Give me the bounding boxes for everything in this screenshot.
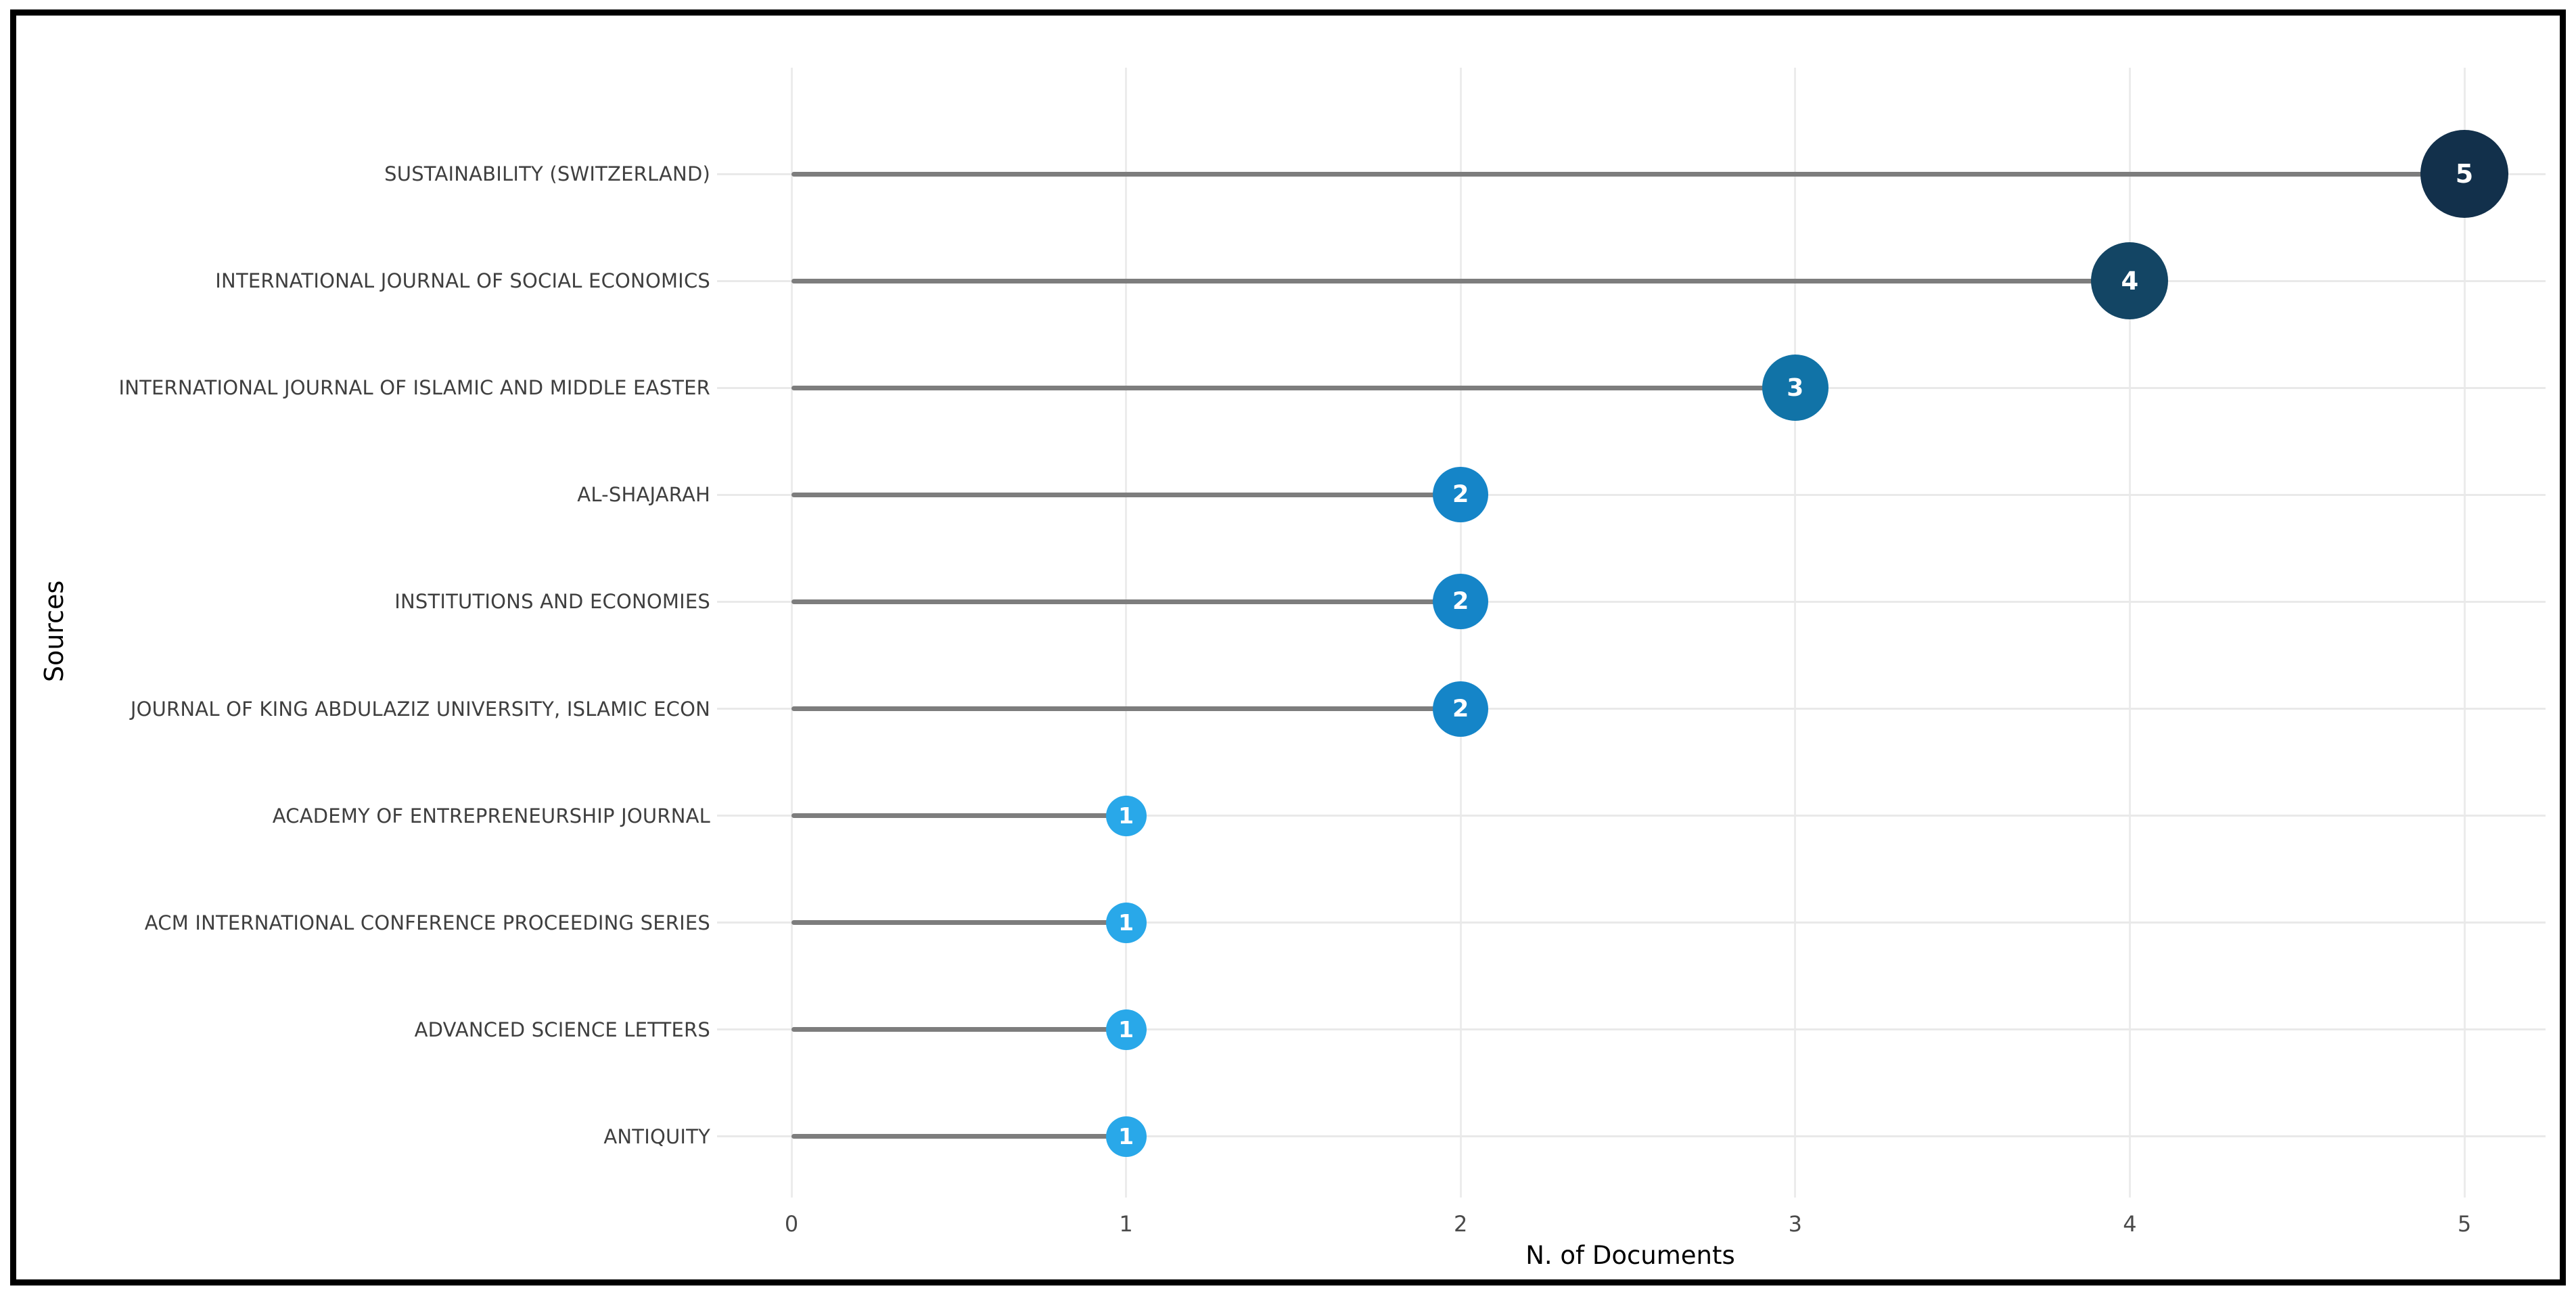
x-gridline <box>790 68 793 1198</box>
lollipop-stem <box>791 813 1126 819</box>
bubble-value-label: 2 <box>1452 588 1469 616</box>
row-gridline <box>717 493 2546 496</box>
data-point-bubble: 1 <box>1105 902 1147 943</box>
lollipop-stem <box>791 706 1461 711</box>
category-label: ANTIQUITY <box>603 1124 710 1148</box>
row-gridline <box>717 1135 2546 1138</box>
bubble-value-label: 4 <box>2121 266 2139 296</box>
category-label: ACADEMY OF ENTREPRENEURSHIP JOURNAL <box>272 804 710 827</box>
data-point-bubble: 2 <box>1433 681 1489 737</box>
x-tick-label: 5 <box>2457 1211 2472 1237</box>
data-point-bubble: 5 <box>2420 130 2508 218</box>
data-point-bubble: 2 <box>1433 574 1489 630</box>
data-point-bubble: 1 <box>1105 795 1147 836</box>
chart-border-frame <box>10 9 2566 1285</box>
lollipop-stem <box>791 385 1795 390</box>
data-point-bubble: 4 <box>2091 242 2169 320</box>
x-gridline <box>2463 68 2466 1198</box>
y-axis-title: Sources <box>39 580 69 683</box>
row-gridline <box>717 815 2546 817</box>
x-gridline <box>2128 68 2131 1198</box>
lollipop-stem <box>791 1027 1126 1032</box>
lollipop-stem <box>791 1134 1126 1139</box>
data-point-bubble: 3 <box>1762 355 1828 422</box>
data-point-bubble: 1 <box>1105 1116 1147 1157</box>
x-tick-label: 4 <box>2123 1211 2137 1237</box>
category-label: SUSTAINABILITY (SWITZERLAND) <box>384 162 710 185</box>
bubble-value-label: 3 <box>1787 373 1804 402</box>
category-label: INTERNATIONAL JOURNAL OF SOCIAL ECONOMIC… <box>215 269 710 293</box>
x-axis-title: N. of Documents <box>1525 1241 1735 1270</box>
x-tick-label: 3 <box>1788 1211 1802 1237</box>
x-tick-label: 2 <box>1454 1211 1468 1237</box>
lollipop-stem <box>791 920 1126 926</box>
bubble-value-label: 1 <box>1118 909 1134 936</box>
bubble-value-label: 1 <box>1118 1016 1134 1043</box>
lollipop-stem <box>791 278 2130 283</box>
x-gridline <box>1459 68 1462 1198</box>
category-label: ACM INTERNATIONAL CONFERENCE PROCEEDING … <box>144 911 710 934</box>
category-label: INTERNATIONAL JOURNAL OF ISLAMIC AND MID… <box>118 376 710 400</box>
row-gridline <box>717 708 2546 710</box>
bubble-value-label: 2 <box>1452 695 1469 723</box>
category-label: AL-SHAJARAH <box>577 483 710 507</box>
bubble-value-label: 1 <box>1118 1123 1134 1150</box>
row-gridline <box>717 1028 2546 1031</box>
row-gridline <box>717 600 2546 603</box>
x-tick-label: 0 <box>784 1211 799 1237</box>
row-gridline <box>717 921 2546 924</box>
bubble-value-label: 5 <box>2455 159 2474 189</box>
category-label: ADVANCED SCIENCE LETTERS <box>414 1018 710 1041</box>
lollipop-stem <box>791 492 1461 497</box>
x-tick-label: 1 <box>1119 1211 1133 1237</box>
bubble-value-label: 1 <box>1118 802 1134 829</box>
x-gridline <box>1125 68 1128 1198</box>
data-point-bubble: 1 <box>1105 1009 1147 1050</box>
lollipop-stem <box>791 171 2464 177</box>
lollipop-stem <box>791 599 1461 604</box>
data-point-bubble: 2 <box>1433 467 1489 523</box>
category-label: JOURNAL OF KING ABDULAZIZ UNIVERSITY, IS… <box>130 697 710 721</box>
bubble-value-label: 2 <box>1452 481 1469 509</box>
category-label: INSTITUTIONS AND ECONOMIES <box>394 590 710 614</box>
x-gridline <box>1794 68 1797 1198</box>
